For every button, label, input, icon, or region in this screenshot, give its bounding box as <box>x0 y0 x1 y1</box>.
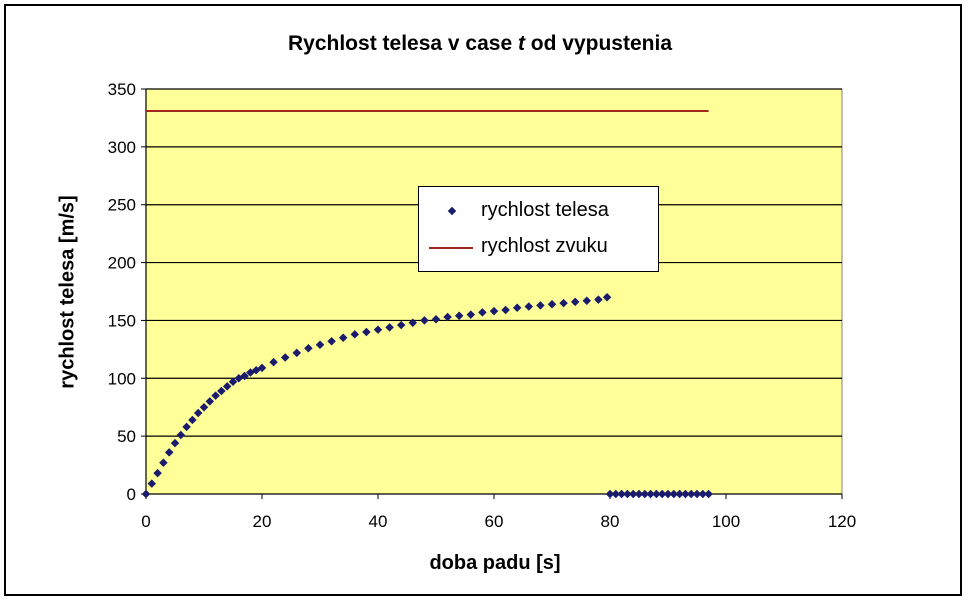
data-point <box>675 489 684 499</box>
data-point <box>373 325 383 334</box>
data-point <box>141 489 151 499</box>
x-tick-label: 80 <box>601 512 620 531</box>
data-point <box>159 458 168 467</box>
y-tick-label: 100 <box>108 369 136 388</box>
data-point <box>176 430 186 440</box>
data-point <box>617 489 626 499</box>
data-point <box>524 302 534 311</box>
plot-background <box>145 88 843 495</box>
data-point <box>269 357 278 367</box>
data-point <box>594 295 603 304</box>
data-point <box>315 340 325 349</box>
x-tick-label: 60 <box>485 512 504 531</box>
data-point <box>153 468 162 478</box>
y-tick-label: 150 <box>108 311 136 330</box>
x-tick-label: 120 <box>828 512 856 531</box>
x-tick-label: 40 <box>369 512 388 531</box>
data-point <box>188 415 197 425</box>
data-point <box>657 489 667 499</box>
data-point <box>199 402 209 412</box>
data-point <box>164 448 174 457</box>
data-point <box>686 489 696 499</box>
data-point <box>454 311 464 321</box>
legend-label: rychlost telesa <box>481 199 609 221</box>
x-tick-label: 100 <box>712 512 740 531</box>
data-point <box>669 489 679 499</box>
y-tick-label: 300 <box>108 138 136 157</box>
data-point <box>420 316 429 325</box>
data-point <box>623 489 632 499</box>
data-point <box>605 489 615 499</box>
data-point <box>652 489 661 499</box>
chart-title: Rychlost telesa v case t od vypustenia <box>288 32 672 55</box>
data-point <box>640 489 650 499</box>
data-point <box>292 348 302 358</box>
legend-item-rychlost-zvuku: rychlost zvuku <box>419 233 658 263</box>
data-point <box>443 312 452 322</box>
data-point <box>646 489 655 499</box>
data-point <box>663 489 673 499</box>
data-point <box>611 489 621 499</box>
data-point <box>304 343 313 353</box>
data-point <box>385 323 394 332</box>
data-point <box>170 438 180 448</box>
data-point <box>396 320 406 330</box>
data-point <box>217 386 226 396</box>
data-point <box>681 489 690 499</box>
y-tick-label: 250 <box>108 196 136 215</box>
legend-item-rychlost-telesa: rychlost telesa <box>419 197 658 227</box>
data-point <box>280 353 290 362</box>
y-tick-label: 350 <box>108 80 136 99</box>
y-tick-label: 0 <box>127 485 136 504</box>
data-point <box>536 301 545 310</box>
y-tick-label: 50 <box>117 427 136 446</box>
legend-label: rychlost zvuku <box>481 235 608 257</box>
data-point <box>634 489 644 499</box>
data-point <box>338 333 348 343</box>
data-point <box>466 310 476 319</box>
data-point <box>222 382 232 391</box>
data-point <box>257 363 267 373</box>
data-point <box>327 337 336 346</box>
data-point <box>228 377 238 386</box>
data-point <box>628 489 638 499</box>
x-axis-label: doba padu [s] <box>429 552 561 574</box>
data-point <box>147 479 157 488</box>
data-point <box>489 306 499 316</box>
data-point <box>570 297 580 307</box>
data-point <box>512 303 522 312</box>
y-axis-label: rychlost telesa [m/s] <box>56 195 79 389</box>
data-point <box>182 422 191 432</box>
data-point <box>704 489 713 499</box>
data-point <box>211 391 220 400</box>
data-point <box>408 318 418 327</box>
data-point <box>602 293 612 302</box>
data-point <box>478 308 487 317</box>
line-marker-icon <box>429 247 473 249</box>
data-point <box>559 298 568 308</box>
data-point <box>547 299 557 309</box>
x-tick-label: 20 <box>253 512 272 531</box>
data-point <box>350 330 360 339</box>
data-point <box>205 397 215 406</box>
data-point <box>431 315 441 324</box>
data-point <box>240 371 249 381</box>
legend: rychlost telesa rychlost zvuku <box>418 186 659 272</box>
data-point <box>193 408 203 418</box>
x-tick-label: 0 <box>141 512 150 531</box>
data-point <box>501 305 510 315</box>
data-point <box>692 489 702 499</box>
data-point <box>362 327 371 337</box>
data-point <box>698 489 708 499</box>
data-point <box>582 296 592 305</box>
y-tick-label: 200 <box>108 254 136 273</box>
